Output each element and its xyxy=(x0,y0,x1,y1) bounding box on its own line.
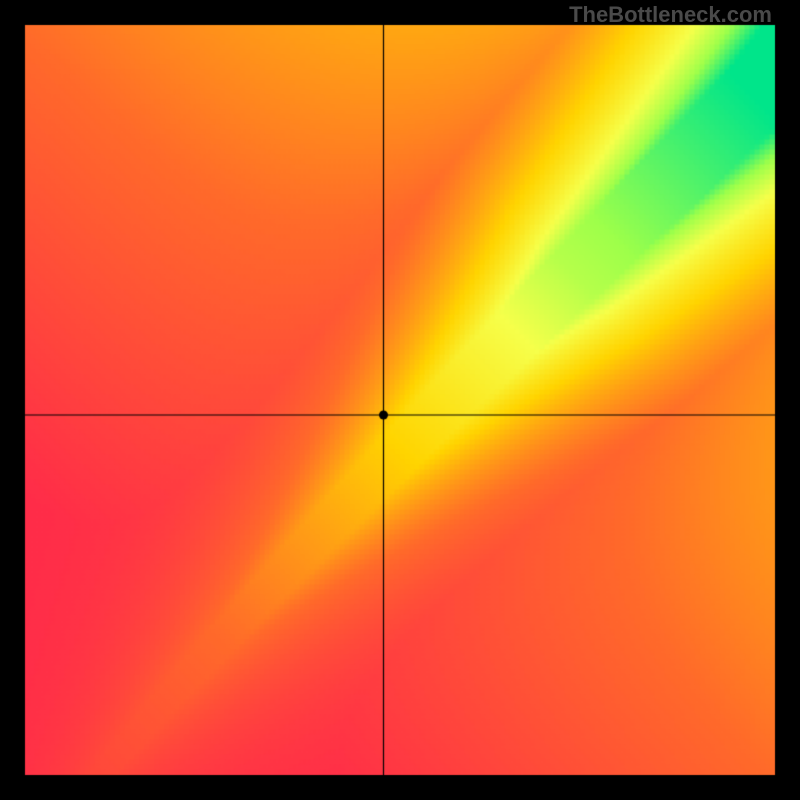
watermark-text: TheBottleneck.com xyxy=(569,2,772,28)
bottleneck-heatmap xyxy=(0,0,800,800)
chart-container: TheBottleneck.com xyxy=(0,0,800,800)
